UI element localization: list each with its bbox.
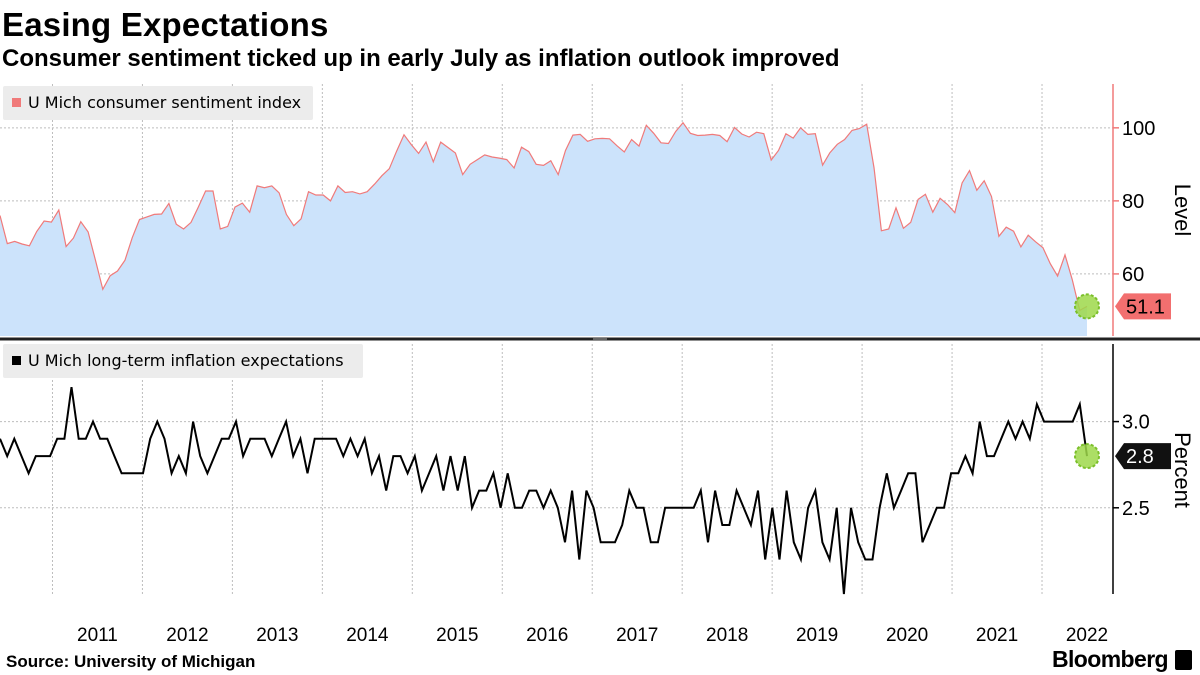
inflation-legend-label: U Mich long-term inflation expectations [28, 351, 344, 370]
sentiment-y-axis-label: Level [1170, 184, 1195, 237]
x-tick-label-2011: 2011 [77, 625, 118, 646]
inflation-y-axis-label: Percent [1170, 432, 1195, 508]
bloomberg-logo: Bloomberg [1052, 646, 1169, 672]
inflation-highlight-circle [1074, 443, 1100, 470]
sentiment-legend-box [3, 86, 313, 120]
source-note: Source: University of Michigan [6, 652, 256, 671]
inflation-last-point-marker [1074, 443, 1100, 470]
inflation-y-tick-label: 2.5 [1122, 498, 1150, 520]
sentiment-y-ticks: 60 80 100 [1113, 118, 1155, 286]
x-tick-label-2022: 2022 [1066, 625, 1108, 646]
sentiment-last-point-marker [1074, 293, 1100, 320]
x-tick-label-2014: 2014 [346, 625, 389, 646]
sentiment-badge-text: 51.1 [1126, 296, 1165, 318]
x-axis-tick-labels: 2011 2012 2013 2014 2015 2016 2017 2018 2019 2020… [77, 625, 1108, 646]
x-tick-label-2018: 2018 [706, 625, 748, 646]
x-tick-label-2017: 2017 [616, 625, 658, 646]
bloomberg-terminal-icon [1175, 650, 1192, 670]
sentiment-legend-swatch [12, 98, 21, 107]
inflation-last-value-badge: 2.8 [1115, 443, 1171, 470]
chart-title: Easing Expectations [2, 6, 329, 43]
sentiment-y-tick-label: 100 [1122, 118, 1155, 140]
x-tick-label-2021: 2021 [976, 625, 1018, 646]
x-tick-label-2020: 2020 [886, 625, 928, 646]
inflation-legend: U Mich long-term inflation expectations [3, 344, 363, 378]
inflation-series-line [0, 386, 1088, 595]
inflation-badge-text: 2.8 [1126, 446, 1154, 468]
sentiment-last-value-badge: 51.1 [1115, 293, 1171, 320]
inflation-badge-shape [1115, 443, 1171, 470]
sentiment-legend: U Mich consumer sentiment index [3, 86, 313, 120]
sentiment-highlight-circle [1074, 293, 1100, 320]
sentiment-y-tick-label: 60 [1122, 264, 1144, 286]
sentiment-area-fill [0, 122, 1087, 336]
sentiment-badge-shape [1115, 293, 1171, 320]
inflation-y-tick-label: 3.0 [1122, 412, 1150, 434]
x-tick-label-2016: 2016 [526, 625, 568, 646]
inflation-gridlines [0, 344, 1113, 594]
x-tick-label-2019: 2019 [796, 625, 838, 646]
sentiment-series-line [0, 121, 1088, 312]
x-tick-label-2015: 2015 [436, 625, 478, 646]
inflation-y-ticks: 2.5 3.0 [1113, 412, 1150, 520]
sentiment-legend-label: U Mich consumer sentiment index [28, 93, 301, 112]
x-tick-label-2013: 2013 [256, 625, 298, 646]
sentiment-y-tick-label: 80 [1122, 191, 1144, 213]
x-tick-label-2012: 2012 [166, 625, 208, 646]
chart-subtitle: Consumer sentiment ticked up in early Ju… [2, 45, 840, 72]
inflation-legend-swatch [12, 356, 21, 365]
inflation-legend-box [3, 344, 363, 378]
